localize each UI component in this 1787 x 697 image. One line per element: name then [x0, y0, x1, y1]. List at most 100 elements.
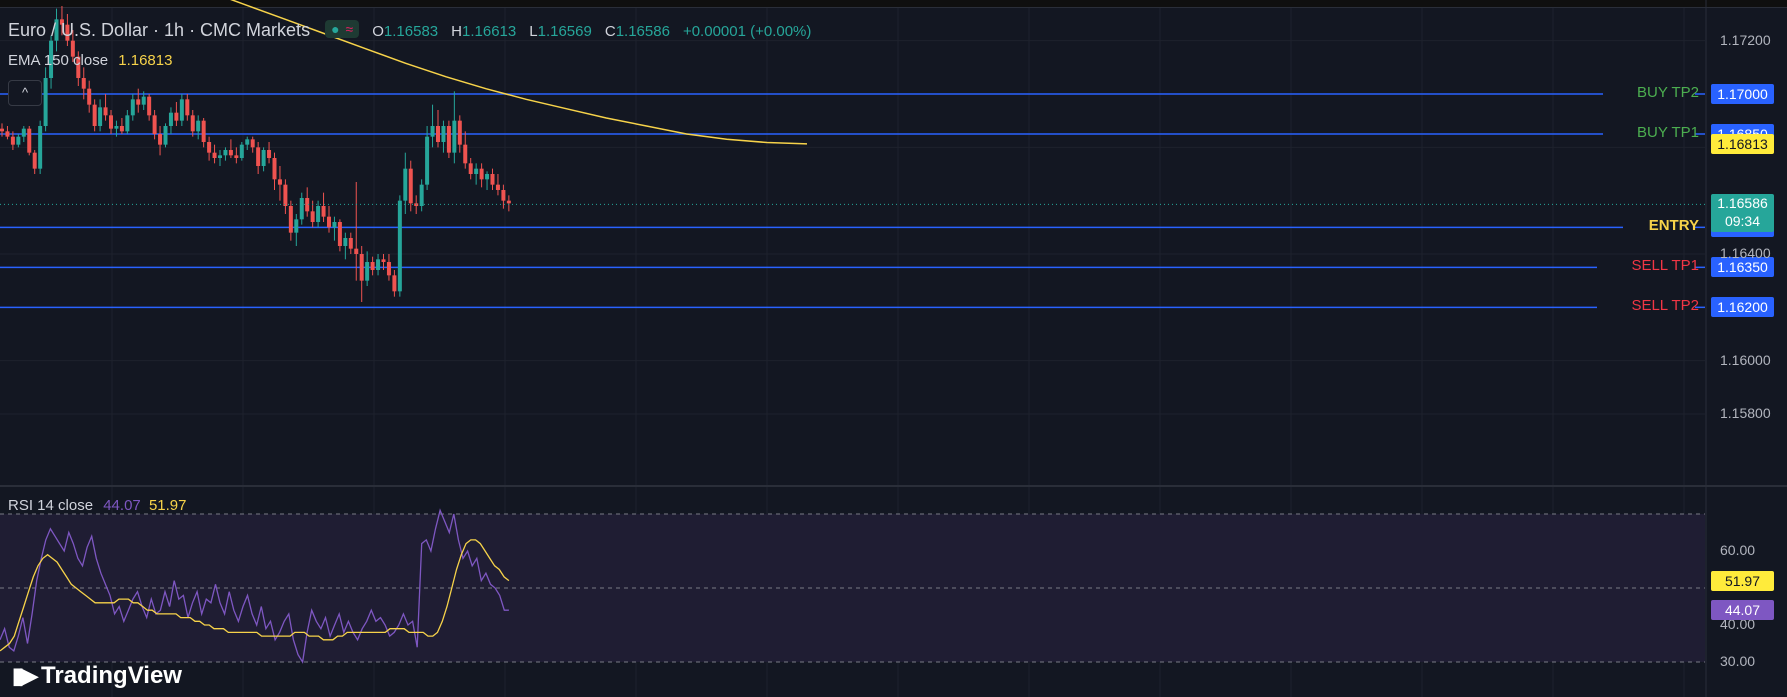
rsi-legend-label: RSI 14 close: [8, 497, 94, 514]
ohlc-open-value: 1.16583: [383, 23, 439, 40]
candle-body: [87, 88, 92, 105]
candle-body: [163, 126, 168, 145]
rsi-axis-tick: 30.00: [1720, 653, 1756, 669]
symbol-legend[interactable]: Euro / U.S. Dollar · 1h · CMC Markets ● ≈…: [8, 20, 811, 41]
rsi-axis-tick: 40.00: [1720, 616, 1756, 632]
candle-body: [27, 128, 32, 153]
ohlc-close-key: C: [604, 23, 616, 40]
candlestick-series: [0, 6, 511, 302]
candle-body: [463, 144, 468, 164]
candle-body: [49, 40, 54, 78]
candle-body: [158, 134, 163, 145]
candle-body: [38, 126, 43, 169]
tradingview-logo-icon: ▮▶: [12, 663, 38, 688]
rsi-axis-tick: 60.00: [1720, 542, 1756, 558]
ohlc-low-key: L: [529, 23, 538, 40]
rsi-value-badge: 44.07: [1711, 599, 1774, 620]
candle-body: [348, 238, 353, 249]
level-label[interactable]: ENTRY: [1648, 217, 1699, 235]
candle-body: [185, 99, 190, 116]
tradingview-logo-text: TradingView: [41, 662, 182, 689]
candle-body: [125, 115, 130, 132]
candle-body: [381, 259, 386, 262]
candle-body: [501, 190, 506, 201]
candle-body: [392, 275, 397, 292]
ema-legend[interactable]: EMA 150 close 1.16813: [8, 52, 172, 69]
candle-body: [408, 168, 413, 204]
price-axis-tick: 1.16400: [1720, 245, 1771, 261]
candle-body: [54, 19, 59, 41]
rsi-band: [0, 514, 1705, 662]
level-label[interactable]: BUY TP1: [1637, 124, 1699, 141]
price-axis-tick: 1.15800: [1720, 405, 1771, 421]
candle-body: [419, 184, 424, 206]
market-status[interactable]: ● ≈: [325, 20, 360, 38]
ema-price-badge: 1.16813: [1711, 133, 1774, 154]
rsi-ma-legend-value: 51.97: [148, 497, 187, 514]
candle-body: [207, 142, 212, 153]
candle-body: [196, 120, 201, 132]
candle-body: [261, 150, 266, 166]
candle-body: [446, 126, 451, 153]
candle-body: [141, 96, 146, 105]
candle-body: [479, 168, 484, 180]
candle-body: [0, 128, 4, 132]
candle-body: [212, 152, 217, 158]
candle-body: [495, 184, 500, 190]
candle-body: [109, 115, 113, 129]
candle-body: [228, 150, 233, 156]
level-label[interactable]: SELL TP1: [1631, 257, 1699, 275]
rsi-ma-line: [0, 539, 510, 652]
market-open-dot-icon: ●: [331, 21, 340, 37]
candle-body: [168, 112, 173, 126]
ohlc-low-value: 1.16569: [537, 23, 592, 40]
candle-body: [10, 136, 15, 145]
candle-body: [397, 200, 402, 292]
candle-body: [365, 262, 370, 281]
candle-body: [239, 144, 244, 158]
trade-levels[interactable]: [0, 93, 1705, 309]
candle-body: [474, 168, 479, 174]
candle-body: [65, 24, 70, 41]
candle-body: [21, 128, 26, 137]
candle-body: [70, 40, 75, 57]
candle-body: [332, 222, 337, 228]
candle-body: [245, 139, 250, 145]
candle-body: [59, 19, 64, 25]
last-price-value: 1.16586: [1717, 195, 1768, 212]
candle-body: [337, 222, 342, 246]
candle-body: [430, 126, 435, 137]
price-axis-tick: 1.17200: [1720, 31, 1771, 48]
rsi-legend-value: 44.07: [103, 497, 141, 514]
bar-countdown: 09:34: [1724, 213, 1761, 230]
collapse-legend-button[interactable]: ^: [8, 80, 42, 106]
candle-body: [103, 107, 108, 116]
delayed-data-icon: ≈: [345, 21, 354, 37]
candle-body: [272, 158, 277, 180]
candle-body: [174, 112, 179, 121]
ohlc-close-value: 1.16586: [615, 23, 670, 40]
candle-body: [190, 115, 195, 132]
candle-body: [283, 184, 288, 206]
candle-body: [506, 200, 511, 204]
ohlc-high-key: H: [451, 23, 463, 40]
level-label[interactable]: SELL TP2: [1631, 297, 1699, 315]
candle-body: [250, 139, 255, 148]
candle-body: [130, 99, 135, 116]
candle-body: [441, 126, 446, 142]
candle-body: [376, 259, 381, 270]
candle-body: [305, 198, 310, 212]
candle-body: [223, 150, 228, 156]
symbol-title[interactable]: Euro / U.S. Dollar · 1h · CMC Markets: [8, 20, 311, 40]
tradingview-logo[interactable]: ▮▶ TradingView: [12, 662, 182, 690]
rsi-legend[interactable]: RSI 14 close 44.07 51.97: [8, 497, 186, 514]
candle-body: [452, 120, 457, 153]
level-label[interactable]: BUY TP2: [1637, 84, 1699, 101]
candle-body: [5, 131, 10, 137]
ohlc-open-key: O: [372, 23, 384, 40]
candle-body: [310, 211, 315, 222]
price-axis-tick: 1.16000: [1720, 351, 1771, 368]
candle-body: [386, 262, 391, 276]
candle-body: [403, 168, 408, 201]
